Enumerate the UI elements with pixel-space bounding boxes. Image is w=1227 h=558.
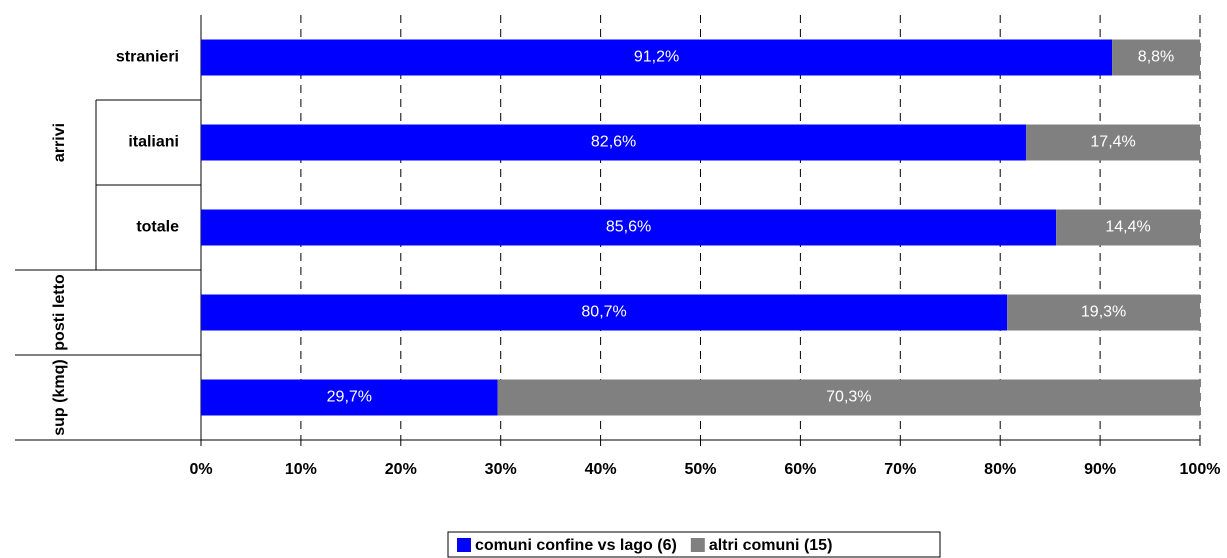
bar (201, 294, 1008, 331)
x-tick-label: 10% (285, 461, 317, 478)
x-tick-label: 30% (485, 461, 517, 478)
value-label: 17,4% (1090, 134, 1135, 151)
x-tick-label: 80% (984, 461, 1016, 478)
value-label: 80,7% (581, 304, 626, 321)
value-label: 85,6% (606, 219, 651, 236)
value-label: 19,3% (1081, 304, 1126, 321)
x-tick-label: 90% (1084, 461, 1116, 478)
bar (1056, 209, 1200, 246)
legend-swatch (457, 538, 471, 552)
y-tick-label: stranieri (116, 49, 179, 66)
bar (1112, 39, 1200, 76)
y-tick-label: italiani (128, 134, 179, 151)
value-label: 70,3% (826, 389, 871, 406)
value-label: 82,6% (591, 134, 636, 151)
x-tick-label: 40% (585, 461, 617, 478)
value-label: 14,4% (1105, 219, 1150, 236)
x-tick-label: 60% (784, 461, 816, 478)
legend-label: altri comuni (15) (709, 537, 833, 554)
group-label: posti letto (51, 274, 68, 351)
x-tick-label: 50% (684, 461, 716, 478)
legend-label: comuni confine vs lago (6) (475, 537, 677, 554)
y-tick-label: totale (136, 219, 179, 236)
value-label: 8,8% (1138, 49, 1174, 66)
x-tick-label: 20% (385, 461, 417, 478)
group-label: arrivi (51, 123, 68, 162)
legend-swatch (690, 538, 705, 552)
bar (201, 379, 498, 416)
bar (1026, 124, 1200, 161)
bar (201, 39, 1113, 76)
value-label: 29,7% (327, 389, 372, 406)
x-tick-label: 0% (189, 461, 212, 478)
bar (497, 379, 1200, 416)
x-tick-label: 70% (884, 461, 916, 478)
group-label: sup (kmq) (51, 359, 68, 435)
value-label: 91,2% (634, 49, 679, 66)
bar (201, 124, 1027, 161)
bar (201, 209, 1057, 246)
x-tick-label: 100% (1180, 461, 1221, 478)
bar (1007, 294, 1200, 331)
